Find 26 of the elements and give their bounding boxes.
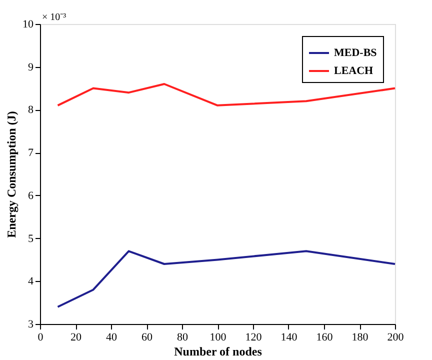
line-series [56, 250, 396, 308]
y-tick-label: 8 [28, 104, 34, 116]
x-tick-label: 80 [177, 332, 188, 344]
x-tick-label: 160 [316, 332, 334, 344]
x-tick-label: 180 [352, 332, 369, 344]
x-axis-title: Number of nodes [174, 344, 262, 358]
y-tick-label: 5 [28, 232, 34, 245]
x-tick-label: 200 [387, 332, 404, 344]
x-tick-label: 40 [106, 332, 118, 344]
x-tick-label: 100 [210, 332, 227, 344]
y-tick-label: 9 [28, 61, 34, 74]
text: × 10⁻³ [42, 12, 66, 23]
legend-label: LEACH [334, 65, 374, 77]
y-tick-label: 3 [28, 318, 34, 330]
y-tick-label: 4 [28, 276, 34, 288]
x-tick-label: 120 [245, 332, 262, 344]
x-tick-label: 0 [38, 332, 44, 344]
y-tick-label: 10 [22, 18, 34, 30]
x-tick-label: 60 [142, 332, 153, 344]
y-tick-label: 6 [28, 190, 34, 202]
x-tick-label: 20 [70, 332, 82, 344]
x-tick-label: 140 [280, 332, 298, 344]
legend-label: MED-BS [334, 47, 377, 59]
line-series [56, 83, 396, 106]
y-axis-title: Energy Consumption (J) [4, 111, 18, 238]
y-tick-label: 7 [28, 147, 34, 160]
